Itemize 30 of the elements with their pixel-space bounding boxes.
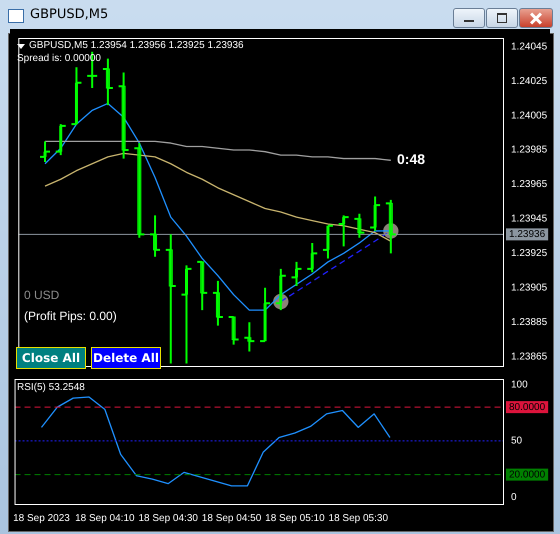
chart-title: GBPUSD,M5 [30,7,108,22]
ref-line-label: 80.0000 [509,402,546,413]
annotation: Close All [16,347,86,369]
y-tick-label: 1.23965 [511,179,548,190]
x-tick-label: 18 Sep 2023 [13,512,70,524]
annotation: 0 USD [24,288,60,302]
y-tick-label: 1.23885 [511,316,548,328]
annotation: Delete All [91,347,161,369]
chart-title: RSI(5) 53.2548 [17,382,85,393]
y-tick-label: 0 [511,492,517,503]
y-tick-label: 1.23905 [511,282,548,294]
x-tick-label: 18 Sep 05:10 [265,512,326,524]
y-tick-label: 100 [511,379,528,390]
ref-line-label: 1.23936 [509,229,546,240]
y-tick-label: 50 [511,436,523,447]
annotation: (Profit Pips: 0.00) [24,309,117,323]
y-tick-label: 1.24045 [511,41,548,52]
y-tick-label: 1.23945 [511,214,548,225]
y-tick-label: 1.23865 [511,351,548,362]
y-tick-label: 1.24025 [511,76,548,87]
ref-line-label: 20.0000 [509,469,546,480]
x-tick-label: 18 Sep 04:50 [202,512,262,524]
y-tick-label: 1.23925 [511,248,548,260]
y-tick-label: 1.23985 [511,144,548,156]
chart-subtitle: GBPUSD,M5 1.23954 1.23956 1.23925 1.23936 [29,40,244,51]
y-tick-label: 1.24005 [511,110,548,122]
x-tick-label: 18 Sep 05:30 [328,512,388,524]
x-tick-label: 18 Sep 04:30 [138,512,198,524]
x-tick-label: 18 Sep 04:10 [75,512,136,524]
annotation: 0:48 [397,151,426,167]
